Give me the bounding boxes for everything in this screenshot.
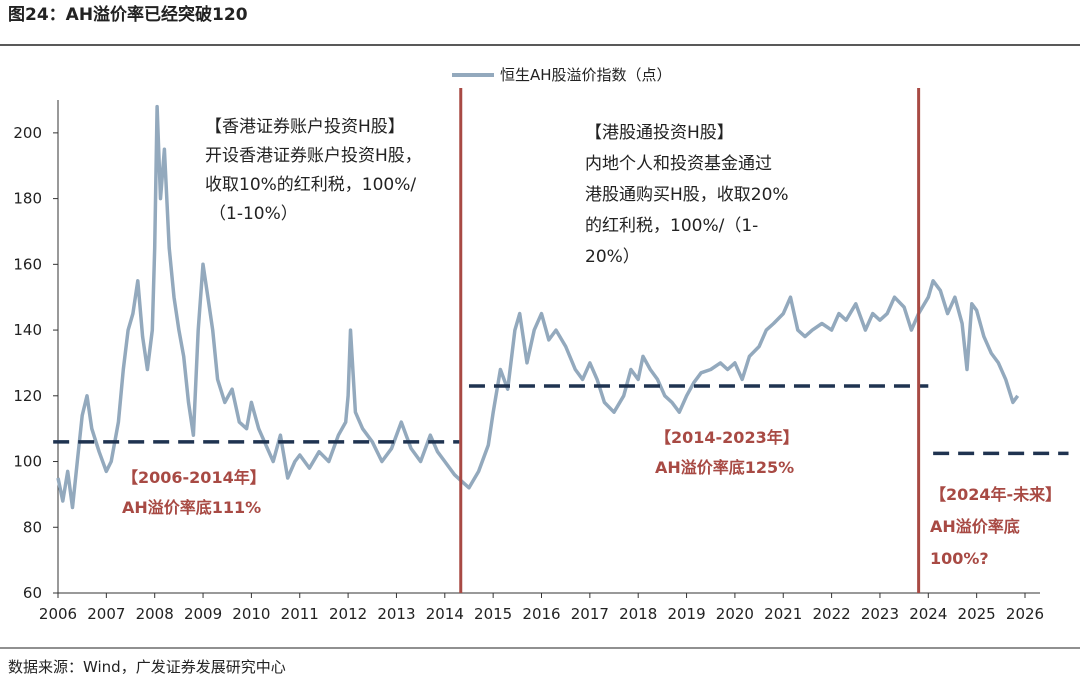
x-tick-label: 2016 xyxy=(522,605,560,623)
x-tick-label: 2007 xyxy=(87,605,125,623)
y-tick-label: 160 xyxy=(13,255,42,273)
y-tick-label: 100 xyxy=(13,453,42,471)
annotation: 【2024年-未来】 xyxy=(930,485,1061,504)
x-tick-label: 2022 xyxy=(813,605,851,623)
x-tick-label: 2025 xyxy=(958,605,996,623)
x-tick-label: 2011 xyxy=(281,605,319,623)
annotation: AH溢价率底125% xyxy=(655,458,794,477)
x-tick-label: 2008 xyxy=(136,605,174,623)
x-tick-label: 2019 xyxy=(667,605,705,623)
annotation: AH溢价率底111% xyxy=(122,498,261,517)
annotation: AH溢价率底 xyxy=(930,517,1020,536)
x-tick-label: 2010 xyxy=(232,605,270,623)
annotation: 收取10%的红利税，100%/ xyxy=(205,175,416,195)
annotation: 港股通购买H股，收取20% xyxy=(585,185,789,205)
annotation: 内地个人和投资基金通过 xyxy=(585,154,772,174)
annotation: 【2006-2014年】 xyxy=(122,468,266,487)
annotation: 开设香港证券账户投资H股， xyxy=(205,146,422,166)
x-tick-label: 2017 xyxy=(571,605,609,623)
x-tick-label: 2026 xyxy=(1006,605,1044,623)
x-tick-label: 2021 xyxy=(764,605,802,623)
annotation: 【2014-2023年】 xyxy=(655,428,799,447)
legend-label: 恒生AH股溢价指数（点） xyxy=(500,66,672,84)
y-tick-label: 80 xyxy=(23,518,42,536)
chart-title: 图24：AH溢价率已经突破120 xyxy=(8,4,248,25)
source: 数据来源：Wind，广发证券发展研究中心 xyxy=(8,658,286,676)
y-tick-label: 120 xyxy=(13,387,42,405)
x-tick-label: 2009 xyxy=(184,605,222,623)
x-tick-label: 2012 xyxy=(329,605,367,623)
x-tick-label: 2023 xyxy=(861,605,899,623)
series-line xyxy=(56,104,1020,510)
y-tick-label: 200 xyxy=(13,124,42,142)
annotation: 【港股通投资H股】 xyxy=(585,123,734,143)
y-tick-label: 140 xyxy=(13,321,42,339)
y-tick-label: 180 xyxy=(13,190,42,208)
x-tick-label: 2018 xyxy=(619,605,657,623)
x-tick-label: 2024 xyxy=(909,605,947,623)
annotation: 20%） xyxy=(585,247,640,267)
annotation: （1-10%） xyxy=(209,204,298,224)
x-tick-label: 2014 xyxy=(426,605,464,623)
x-tick-label: 2015 xyxy=(474,605,512,623)
y-tick-label: 60 xyxy=(23,584,42,602)
annotation: 的红利税，100%/（1- xyxy=(585,216,758,236)
x-tick-label: 2013 xyxy=(377,605,415,623)
annotation: 【香港证券账户投资H股】 xyxy=(205,117,405,137)
x-tick-label: 2020 xyxy=(716,605,754,623)
x-tick-label: 2006 xyxy=(39,605,77,623)
annotation: 100%? xyxy=(930,549,989,568)
